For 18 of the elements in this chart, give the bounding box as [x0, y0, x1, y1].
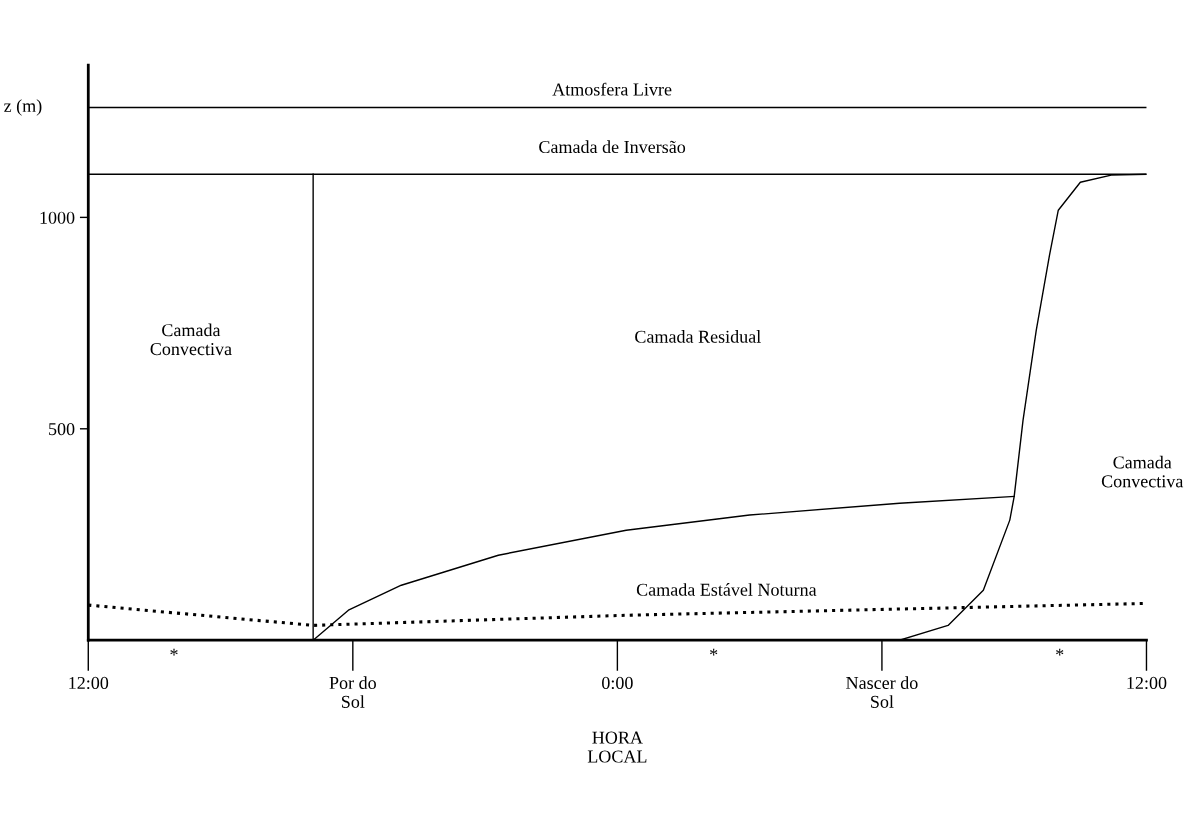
y-tick-label: 500	[49, 423, 75, 436]
text: *	[710, 648, 718, 656]
annotation: Camada de Inversão	[539, 140, 686, 154]
text: *	[170, 648, 178, 656]
x-tick-label: 12:00	[1127, 676, 1167, 690]
x-tick-label: 0:00	[602, 676, 633, 690]
annotation: Camada Convectiva	[1101, 455, 1184, 488]
annotation: Camada Convectiva	[150, 323, 232, 356]
annotation: Camada Estável Noturna	[636, 583, 817, 596]
y-axis-title: z (m)	[4, 99, 42, 116]
x-tick-label: Por do Sol	[329, 676, 376, 708]
y-tick-label: 1000	[40, 211, 75, 224]
annotation: Atmosfera Livre	[552, 82, 672, 96]
annotation: Camada Residual	[635, 330, 761, 343]
x-tick-label: 12:00	[69, 676, 109, 690]
x-tick-label: Nascer do Sol	[846, 676, 918, 708]
x-axis-title: HORA LOCAL	[587, 731, 647, 763]
text: *	[1056, 648, 1064, 656]
